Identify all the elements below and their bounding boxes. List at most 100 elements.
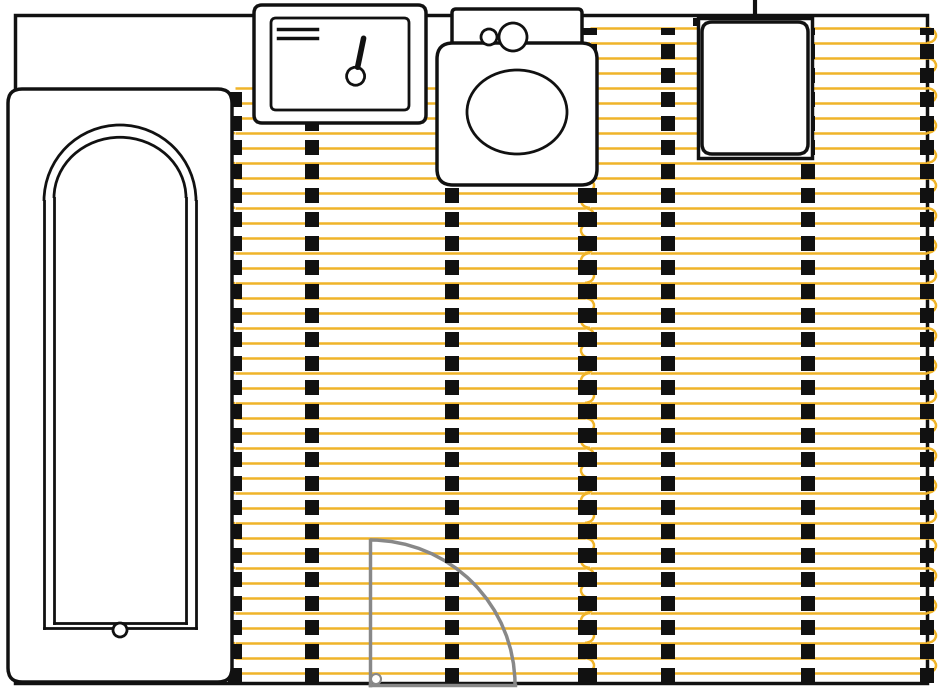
Bar [228, 140, 242, 155]
Bar [661, 644, 675, 659]
Bar [228, 380, 242, 395]
Bar [445, 212, 459, 227]
Bar [801, 284, 815, 299]
Bar [661, 308, 675, 323]
Bar [578, 668, 592, 683]
Bar [305, 212, 319, 227]
Bar [445, 452, 459, 467]
Bar [228, 452, 242, 467]
Bar [583, 260, 597, 275]
Bar [583, 620, 597, 635]
Bar [305, 308, 319, 323]
Bar [920, 380, 934, 395]
Bar [228, 524, 242, 539]
Bar [661, 476, 675, 491]
Bar [305, 548, 319, 563]
Bar [305, 500, 319, 515]
Bar [583, 212, 597, 227]
Bar [661, 668, 675, 683]
Bar [920, 28, 934, 35]
Bar [801, 92, 815, 107]
Bar [578, 452, 592, 467]
Bar [445, 236, 459, 251]
Bar [305, 404, 319, 419]
Bar [305, 572, 319, 587]
Bar [920, 428, 934, 443]
Bar [801, 644, 815, 659]
Bar [228, 476, 242, 491]
Bar [801, 620, 815, 635]
Bar [583, 452, 597, 467]
Bar [583, 572, 597, 587]
Bar [661, 140, 675, 155]
Bar [583, 356, 597, 371]
Bar [228, 236, 242, 251]
Bar [578, 332, 592, 347]
Bar [445, 284, 459, 299]
Bar [661, 284, 675, 299]
Circle shape [113, 623, 127, 637]
Bar [801, 476, 815, 491]
Circle shape [481, 29, 497, 45]
Bar [661, 404, 675, 419]
Bar [801, 44, 815, 59]
Bar [583, 404, 597, 419]
Bar [583, 548, 597, 563]
Bar [920, 500, 934, 515]
Bar [445, 404, 459, 419]
Bar [583, 308, 597, 323]
Bar [661, 524, 675, 539]
Bar [305, 620, 319, 635]
Bar [445, 308, 459, 323]
Ellipse shape [467, 70, 567, 154]
Bar [578, 380, 592, 395]
Bar [445, 332, 459, 347]
Bar [920, 212, 934, 227]
Bar [578, 116, 592, 131]
Bar [578, 140, 592, 155]
Bar [305, 284, 319, 299]
Bar [228, 356, 242, 371]
Bar [661, 332, 675, 347]
Bar [661, 356, 675, 371]
Bar [305, 260, 319, 275]
Bar [698, 18, 812, 158]
Bar [801, 188, 815, 203]
Bar [305, 428, 319, 443]
Bar [661, 28, 675, 35]
Bar [583, 164, 597, 179]
Bar [661, 380, 675, 395]
Bar [661, 452, 675, 467]
Bar [228, 620, 242, 635]
Bar [801, 380, 815, 395]
Bar [920, 164, 934, 179]
Bar [228, 212, 242, 227]
Bar [583, 68, 597, 83]
Circle shape [371, 674, 381, 684]
Bar [661, 44, 675, 59]
Bar [228, 548, 242, 563]
FancyBboxPatch shape [254, 5, 426, 123]
Bar [801, 452, 815, 467]
Bar [578, 188, 592, 203]
Bar [578, 620, 592, 635]
Bar [920, 668, 934, 683]
Bar [445, 644, 459, 659]
Bar [661, 212, 675, 227]
Bar [583, 428, 597, 443]
Bar [578, 596, 592, 611]
Bar [578, 476, 592, 491]
Bar [305, 140, 319, 155]
Bar [920, 44, 934, 59]
Bar [661, 260, 675, 275]
Bar [801, 548, 815, 563]
Bar [228, 596, 242, 611]
Bar [445, 428, 459, 443]
Bar [920, 68, 934, 83]
Bar [305, 332, 319, 347]
Bar [578, 236, 592, 251]
Bar [661, 92, 675, 107]
Bar [920, 308, 934, 323]
Bar [583, 476, 597, 491]
Bar [920, 356, 934, 371]
